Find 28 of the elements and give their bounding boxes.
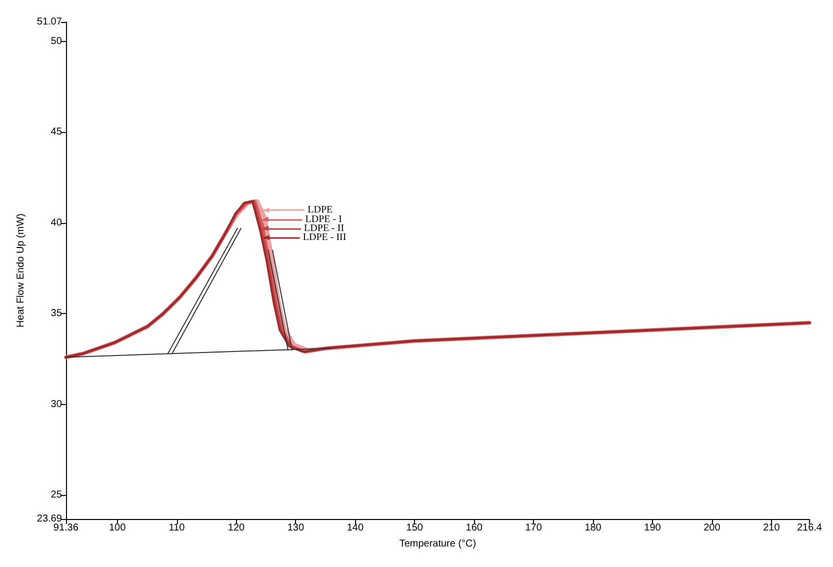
x-tick-label: 120	[228, 522, 246, 534]
x-tick-label: 150	[406, 522, 424, 534]
y-tick-label: 30	[50, 398, 62, 410]
x-tick-label: 160	[466, 522, 483, 534]
legend-label: LDPE - I	[305, 214, 342, 225]
x-tick-label: 190	[644, 522, 662, 534]
x-tick-label: 91.36	[53, 522, 79, 534]
legend-label: LDPE	[308, 204, 333, 216]
y-tick-label: 50	[50, 36, 62, 47]
x-tick-label: 170	[525, 522, 542, 534]
y-tick-label: 40	[50, 217, 62, 228]
x-tick-label: 216.4	[796, 522, 822, 534]
legend-label: LDPE - II	[304, 222, 344, 234]
y-tick-label: 35	[50, 308, 62, 320]
x-tick-label: 130	[287, 522, 304, 534]
x-tick-label: 200	[704, 522, 721, 534]
y-tick-label: 25	[50, 490, 62, 501]
x-tick-label: 210	[763, 522, 780, 534]
x-tick-label: 140	[346, 522, 364, 534]
legend-label: LDPE - III	[302, 232, 346, 243]
x-axis-title: Temperature (°C)	[399, 538, 476, 550]
y-tick-label: 51.07	[36, 16, 62, 28]
y-tick-label: 23.69	[36, 514, 62, 524]
y-tick-label: 45	[50, 126, 62, 138]
x-tick-label: 180	[584, 522, 602, 534]
x-tick-label: 100	[108, 522, 126, 534]
y-axis-title: Heat Flow Endo Up (mW)	[16, 214, 26, 328]
x-tick-label: 110	[168, 522, 186, 534]
